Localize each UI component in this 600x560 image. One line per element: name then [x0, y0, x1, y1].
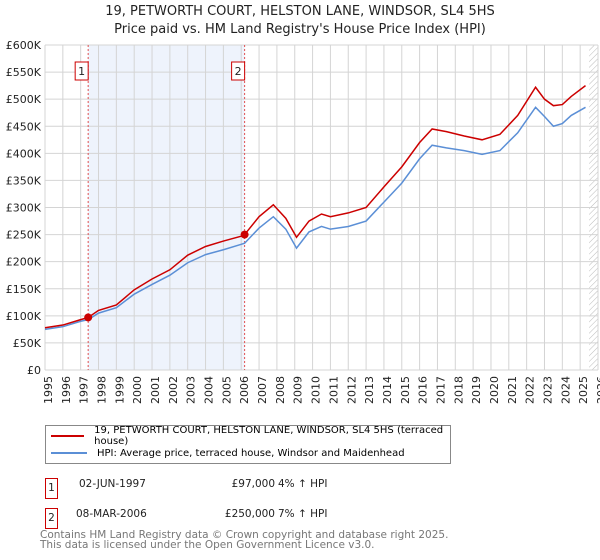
legend-hpi: HPI: Average price, terraced house, Wind…: [97, 447, 405, 459]
x-tick-label: 2016: [417, 376, 430, 404]
x-tick-label: 1997: [78, 376, 91, 404]
sale-box-label: 1: [78, 65, 85, 78]
footer-copyright: Contains HM Land Registry data © Crown c…: [40, 529, 449, 541]
y-tick-label: £50K: [13, 337, 42, 350]
x-tick-label: 1996: [60, 376, 73, 404]
sale-point: [240, 230, 249, 239]
sale-box: [231, 61, 246, 81]
sale-hpi: 7% ↑ HPI: [278, 508, 328, 520]
footer: Contains HM Land Registry data © Crown c…: [40, 529, 449, 551]
x-tick-label: 2012: [345, 376, 358, 404]
sale-hpi: 4% ↑ HPI: [278, 478, 328, 490]
y-tick-label: £400K: [6, 147, 42, 160]
y-tick-label: £350K: [6, 174, 42, 187]
chart-title: 19, PETWORTH COURT, HELSTON LANE, WINDSO…: [105, 4, 495, 19]
y-tick-label: £500K: [6, 93, 42, 106]
x-tick-label: 2007: [256, 376, 269, 404]
x-tick-label: 2015: [399, 376, 412, 404]
y-tick-label: £250K: [6, 229, 42, 242]
y-tick-label: £600K: [6, 39, 42, 52]
sale-marker-1: 1: [45, 478, 58, 499]
sale-date: 02-JUN-1997: [79, 478, 146, 490]
x-tick-label: 2021: [506, 376, 519, 404]
x-tick-label: 2026: [595, 376, 600, 404]
legend-property: 19, PETWORTH COURT, HELSTON LANE, WINDSO…: [94, 425, 444, 447]
x-tick-label: 1998: [96, 376, 109, 404]
y-tick-label: £200K: [6, 256, 42, 269]
sale-marker-2: 2: [45, 508, 58, 529]
x-tick-label: 1995: [42, 376, 55, 404]
x-tick-label: 2001: [149, 376, 162, 404]
x-tick-label: 2002: [167, 376, 180, 404]
sale-date: 08-MAR-2006: [76, 508, 147, 520]
y-tick-label: £550K: [6, 66, 42, 79]
y-tick-label: £150K: [6, 283, 42, 296]
footer-licence: This data is licensed under the Open Gov…: [40, 539, 375, 551]
plot-area: 1995 1996 1997 1998 1999 2000 2001 2002 2003 2004…: [6, 39, 600, 404]
x-tick-label: 2020: [488, 376, 501, 404]
x-tick-label: 2013: [363, 376, 376, 404]
x-tick-label: 2017: [434, 376, 447, 404]
y-tick-label: £100K: [6, 310, 42, 323]
chart-subtitle: Price paid vs. HM Land Registry's House …: [114, 22, 486, 37]
y-tick-label: £300K: [6, 202, 42, 215]
legend-blue-line: [51, 452, 87, 454]
sale-box: [74, 61, 89, 81]
y-tick-label: £450K: [6, 120, 42, 133]
hpi-line: [44, 106, 586, 331]
x-tick-label: 2014: [381, 376, 394, 404]
x-tick-label: 2004: [203, 376, 216, 404]
x-tick-label: 2010: [310, 376, 323, 404]
x-tick-label: 2000: [131, 376, 144, 404]
x-tick-label: 2008: [274, 376, 287, 404]
x-tick-label: 2009: [292, 376, 305, 404]
x-tick-label: 2003: [185, 376, 198, 404]
x-tick-label: 2025: [577, 376, 590, 404]
x-tick-label: 2022: [524, 376, 537, 404]
sale-price: £250,000: [224, 508, 275, 520]
x-tick-label: 2023: [541, 376, 554, 404]
legend: 19, PETWORTH COURT, HELSTON LANE, WINDSO…: [45, 425, 451, 464]
x-tick-label: 1999: [113, 376, 126, 404]
x-tick-label: 2024: [559, 376, 572, 404]
x-tick-label: 2018: [452, 376, 465, 404]
x-tick-label: 2006: [238, 376, 251, 404]
property-line: [44, 85, 586, 329]
x-tick-label: 2005: [220, 376, 233, 404]
sale-point: [84, 313, 93, 322]
x-tick-label: 2011: [327, 376, 340, 404]
sale-price: £97,000: [231, 478, 275, 490]
x-tick-label: 2019: [470, 376, 483, 404]
legend-red-line: [51, 435, 85, 437]
y-tick-label: £0: [27, 364, 41, 377]
sale-box-label: 2: [235, 65, 242, 78]
